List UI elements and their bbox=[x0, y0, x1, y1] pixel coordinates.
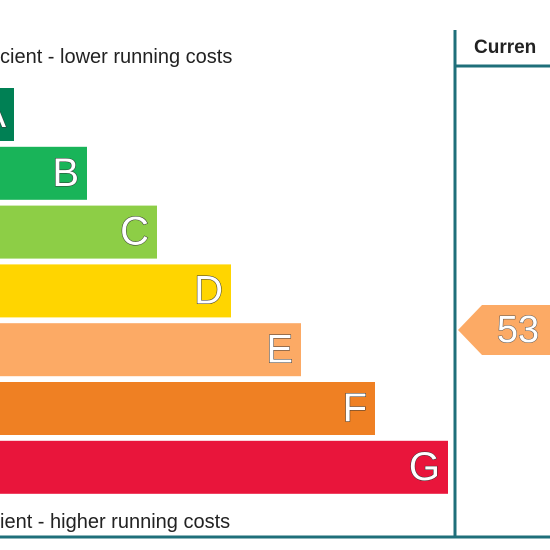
top-label: cient - lower running costs bbox=[0, 46, 232, 68]
band-bar bbox=[0, 382, 375, 435]
bottom-label: ient - higher running costs bbox=[0, 511, 230, 533]
band-bar bbox=[0, 88, 14, 141]
band-bar bbox=[0, 146, 87, 200]
bands: A BC DE FG bbox=[0, 88, 448, 494]
band-letter: A bbox=[0, 92, 6, 136]
band-bar bbox=[0, 440, 448, 494]
current-value: 53 bbox=[497, 309, 539, 351]
band-letter: E bbox=[266, 327, 293, 371]
band-letter: B bbox=[52, 151, 79, 195]
band-bar bbox=[0, 323, 301, 377]
current-arrow bbox=[458, 305, 550, 355]
band-letter: G bbox=[409, 445, 440, 489]
band-bar bbox=[0, 264, 231, 318]
band-letter: F bbox=[343, 386, 367, 430]
band-bar bbox=[0, 205, 157, 259]
band-letter: C bbox=[120, 210, 149, 254]
current-header: Curren bbox=[474, 37, 536, 58]
band-letter: D bbox=[194, 268, 223, 312]
